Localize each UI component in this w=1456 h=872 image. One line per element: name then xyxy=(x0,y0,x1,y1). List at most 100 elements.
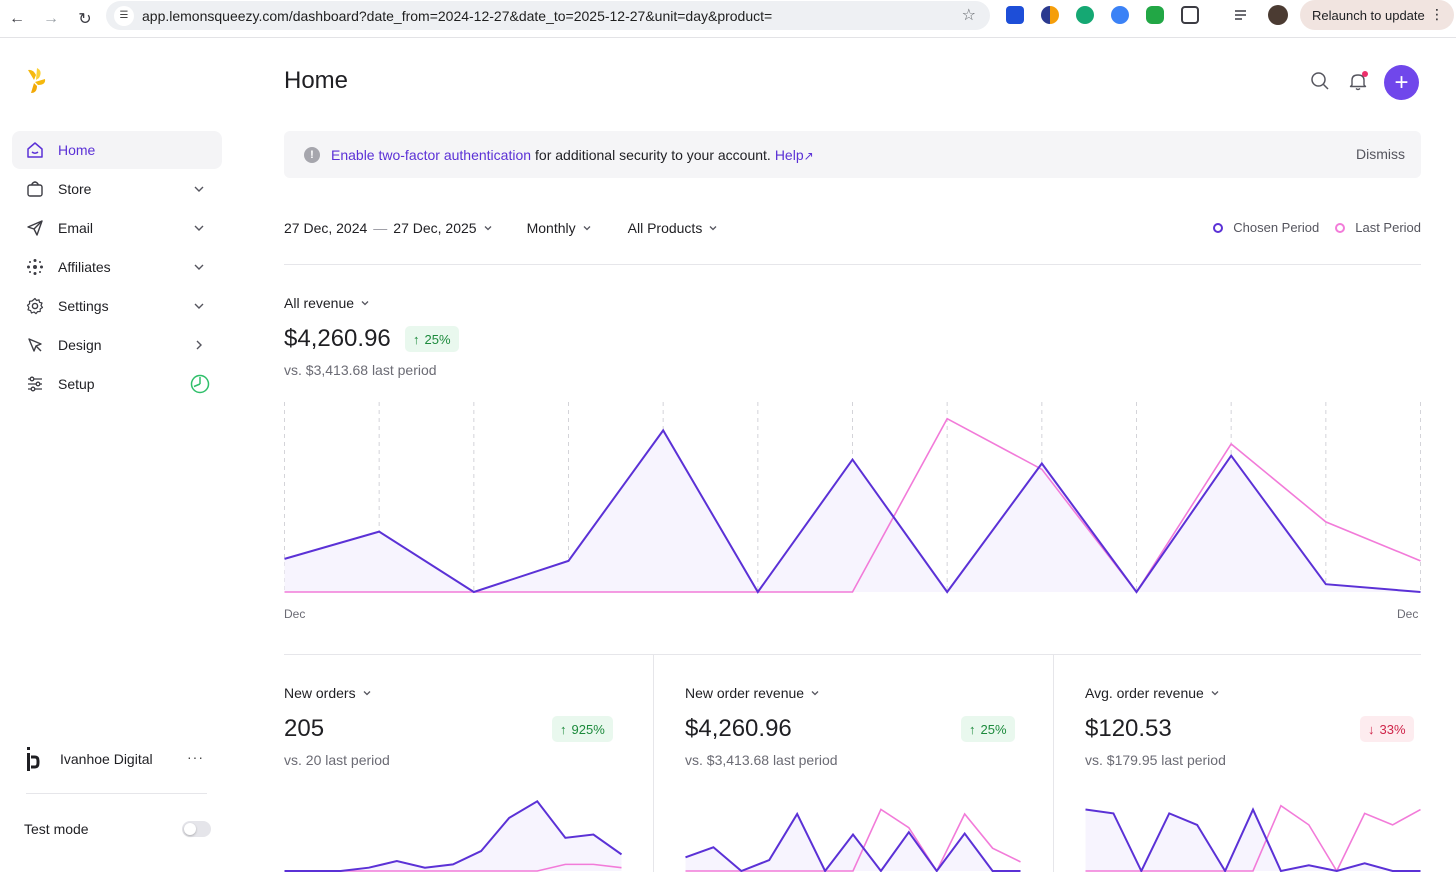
org-name: Ivanhoe Digital xyxy=(60,751,153,767)
card-divider xyxy=(653,655,654,872)
card-divider xyxy=(1053,655,1054,872)
sidebar-item-setup[interactable]: Setup xyxy=(12,365,222,403)
new-order-revenue-value: $4,260.96 xyxy=(685,715,792,742)
site-settings-icon[interactable]: ☰ xyxy=(114,5,134,26)
new-order-revenue-chart[interactable] xyxy=(685,792,1021,872)
new-order-revenue-change-badge: ↑ 25% xyxy=(961,716,1015,742)
reload-icon[interactable]: ↻ xyxy=(78,10,92,28)
chevron-down-icon[interactable] xyxy=(192,182,206,196)
revenue-chart[interactable] xyxy=(284,402,1421,597)
sidebar-item-label: Affiliates xyxy=(58,259,111,275)
forward-icon[interactable]: → xyxy=(43,9,59,27)
url-text[interactable]: app.lemonsqueezy.com/dashboard?date_from… xyxy=(142,7,773,24)
test-mode-label: Test mode xyxy=(24,821,89,837)
two-factor-banner: ! Enable two-factor authentication for a… xyxy=(284,131,1421,178)
enable-2fa-link[interactable]: Enable two-factor authentication xyxy=(331,146,532,163)
test-mode-toggle[interactable] xyxy=(182,821,211,837)
chevron-down-icon xyxy=(583,226,591,231)
arrow-up-icon: ↑ xyxy=(413,331,420,347)
legend-last-period[interactable]: Last Period xyxy=(1335,220,1421,235)
org-logo xyxy=(27,747,40,771)
create-new-button[interactable]: + xyxy=(1384,65,1419,100)
legend-swatch xyxy=(1213,222,1224,233)
sidebar-item-label: Settings xyxy=(58,298,109,314)
plus-icon: + xyxy=(1394,68,1409,96)
browser-menu-icon[interactable]: ⋮ xyxy=(1430,6,1444,22)
date-range-picker[interactable]: 27 Dec, 2024 — 27 Dec, 2025 xyxy=(284,220,493,236)
new-orders-value: 205 xyxy=(284,715,325,742)
sidebar-item-email[interactable]: Email xyxy=(12,209,222,247)
back-icon[interactable]: ← xyxy=(9,9,25,27)
arrow-up-icon: ↑ xyxy=(969,721,976,737)
change-value: 25% xyxy=(424,331,451,347)
x-axis-end-label: Dec xyxy=(1397,607,1419,621)
chosen-period-area xyxy=(284,430,1421,592)
arrow-up-icon: ↑ xyxy=(560,721,567,737)
sidebar-item-label: Home xyxy=(58,142,96,158)
chevron-right-icon[interactable] xyxy=(192,338,206,352)
new-orders-comparison: vs. 20 last period xyxy=(284,752,390,768)
extension-todo-icon[interactable] xyxy=(1006,6,1024,24)
bookmark-star-icon[interactable]: ☆ xyxy=(961,7,976,24)
reading-list-icon[interactable] xyxy=(1233,6,1251,24)
sidebar-item-design[interactable]: Design xyxy=(12,326,222,364)
metric-label: New orders xyxy=(284,685,356,701)
more-options-icon[interactable]: ··· xyxy=(187,749,204,765)
new-orders-chart[interactable] xyxy=(284,792,622,872)
sidebar-item-affiliates[interactable]: Affiliates xyxy=(12,248,222,286)
legend-label: Chosen Period xyxy=(1233,220,1320,235)
avg-order-revenue-value: $120.53 xyxy=(1085,715,1172,742)
change-value: 25% xyxy=(980,721,1007,737)
search-icon[interactable] xyxy=(1310,71,1330,91)
chosen-period-line xyxy=(284,800,622,872)
chevron-down-icon xyxy=(1211,691,1219,696)
sidebar-item-settings[interactable]: Settings xyxy=(12,287,222,325)
avg-order-revenue-metric-select[interactable]: Avg. order revenue xyxy=(1085,685,1220,701)
date-to: 27 Dec, 2025 xyxy=(393,220,477,236)
sidebar-item-home[interactable]: Home xyxy=(12,131,222,169)
extensions-puzzle-icon[interactable] xyxy=(1181,6,1199,24)
product-select[interactable]: All Products xyxy=(628,220,719,236)
paper-plane-icon xyxy=(26,219,44,237)
chevron-down-icon xyxy=(484,226,492,231)
chevron-down-icon[interactable] xyxy=(192,299,206,313)
metric-label: New order revenue xyxy=(685,685,805,701)
x-axis-start-label: Dec xyxy=(284,607,306,621)
chosen-period-line xyxy=(685,811,1021,872)
notification-dot xyxy=(1362,71,1368,77)
dismiss-button[interactable]: Dismiss xyxy=(1356,146,1405,162)
help-link[interactable]: Help↗ xyxy=(775,147,814,163)
extension-evernote-icon[interactable] xyxy=(1146,6,1164,24)
interval-select[interactable]: Monthly xyxy=(527,220,592,236)
interval-value: Monthly xyxy=(526,220,576,236)
date-separator: — xyxy=(373,220,388,236)
chosen-period-area xyxy=(685,813,1021,871)
banner-text: for additional security to your account. xyxy=(535,146,771,163)
change-value: 33% xyxy=(1379,721,1406,737)
avg-order-revenue-chart[interactable] xyxy=(1085,792,1421,872)
chevron-down-icon xyxy=(709,226,717,231)
new-order-revenue-metric-select[interactable]: New order revenue xyxy=(685,685,820,701)
sidebar-item-store[interactable]: Store xyxy=(12,170,222,208)
lemon-squeezy-logo[interactable] xyxy=(25,66,49,96)
bell-icon xyxy=(1349,74,1367,91)
profile-avatar[interactable] xyxy=(1268,5,1288,25)
metric-label: All revenue xyxy=(284,295,355,311)
legend-chosen-period[interactable]: Chosen Period xyxy=(1213,220,1319,235)
notifications-button[interactable] xyxy=(1348,71,1368,91)
chevron-down-icon xyxy=(363,691,371,696)
new-orders-metric-select[interactable]: New orders xyxy=(284,685,372,701)
extension-grammarly-icon[interactable] xyxy=(1076,6,1094,24)
revenue-metric-select[interactable]: All revenue xyxy=(284,295,370,311)
address-bar[interactable]: ☰ app.lemonsqueezy.com/dashboard?date_fr… xyxy=(106,1,990,30)
relaunch-button[interactable]: Relaunch to update ⋮ xyxy=(1300,0,1454,30)
organization-switcher[interactable]: Ivanhoe Digital ··· xyxy=(24,745,214,773)
extension-translate-icon[interactable] xyxy=(1111,6,1129,24)
avg-order-revenue-comparison: vs. $179.95 last period xyxy=(1085,752,1226,768)
chevron-down-icon[interactable] xyxy=(192,260,206,274)
info-icon: ! xyxy=(304,146,320,163)
chevron-down-icon[interactable] xyxy=(192,221,206,235)
extension-half-circle-icon[interactable] xyxy=(1041,6,1059,24)
product-value: All Products xyxy=(627,220,703,236)
sidebar-divider xyxy=(26,793,207,794)
